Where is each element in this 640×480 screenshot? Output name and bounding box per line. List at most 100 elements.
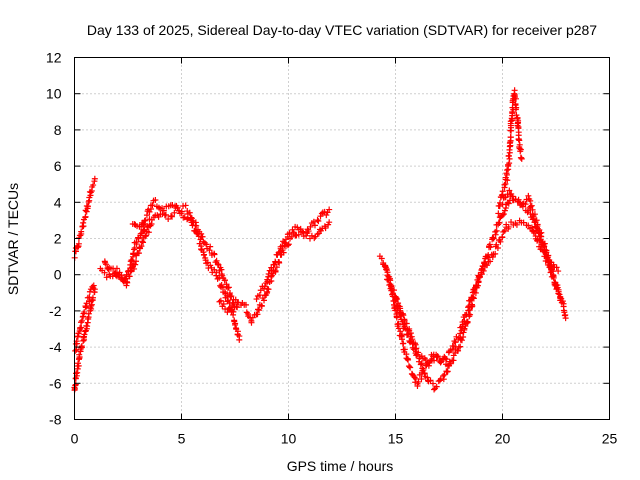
data-point	[90, 282, 97, 289]
data-point	[86, 294, 93, 301]
y-tick-label: 12	[46, 50, 62, 66]
data-point	[499, 211, 506, 218]
data-point	[457, 330, 464, 337]
data-point	[421, 370, 428, 377]
data-point	[505, 200, 512, 207]
data-point	[531, 230, 538, 237]
data-point	[472, 282, 479, 289]
data-point	[418, 375, 425, 382]
data-point	[528, 224, 535, 231]
data-point	[506, 187, 513, 194]
y-tick-label: 0	[54, 267, 62, 283]
data-point	[417, 361, 424, 368]
data-point	[152, 197, 159, 204]
data-point	[207, 243, 214, 250]
data-point	[223, 292, 230, 299]
data-point	[400, 312, 407, 319]
data-point	[490, 235, 497, 242]
data-point	[504, 167, 511, 174]
data-point	[531, 211, 538, 218]
data-point	[404, 356, 411, 363]
data-point	[148, 221, 155, 228]
data-point	[424, 374, 431, 381]
data-point	[276, 248, 283, 255]
data-point	[466, 297, 473, 304]
data-point	[534, 221, 541, 228]
data-point	[216, 274, 223, 281]
data-point	[186, 209, 193, 216]
data-point	[140, 239, 147, 246]
data-point	[525, 222, 532, 229]
data-point	[270, 267, 277, 274]
data-point	[393, 294, 400, 301]
data-point	[555, 288, 562, 295]
y-tick-label: -2	[49, 303, 62, 319]
data-point	[248, 319, 255, 326]
data-point	[225, 297, 232, 304]
data-point	[286, 230, 293, 237]
data-point	[405, 363, 412, 370]
data-point	[504, 177, 511, 184]
data-point	[493, 241, 500, 248]
data-point	[463, 311, 470, 318]
data-point	[494, 244, 501, 251]
data-point	[555, 268, 562, 275]
data-point	[225, 284, 232, 291]
y-tick-label: 4	[54, 194, 62, 210]
data-point	[441, 371, 448, 378]
grid-layer	[74, 57, 610, 420]
data-point	[492, 231, 499, 238]
data-point	[507, 134, 514, 141]
data-point	[433, 383, 440, 390]
data-point	[399, 336, 406, 343]
data-point	[517, 146, 524, 153]
data-point	[444, 368, 451, 375]
data-point	[91, 175, 98, 182]
x-tick-label: 10	[281, 431, 297, 447]
data-point	[513, 221, 520, 228]
data-point	[197, 236, 204, 243]
data-point	[489, 234, 496, 241]
data-point	[230, 300, 237, 307]
data-point	[527, 197, 534, 204]
data-point	[80, 219, 87, 226]
data-point	[412, 375, 419, 382]
data-point	[138, 243, 145, 250]
data-point	[413, 345, 420, 352]
data-point	[310, 218, 317, 225]
data-point	[243, 301, 250, 308]
data-point	[392, 307, 399, 314]
data-point	[265, 286, 272, 293]
data-point	[550, 272, 557, 279]
data-point	[385, 276, 392, 283]
data-point	[279, 243, 286, 250]
data-point	[142, 217, 149, 224]
data-point	[211, 251, 218, 258]
data-point	[530, 228, 537, 235]
data-point	[500, 211, 507, 218]
data-point	[85, 310, 92, 317]
x-tick-label: 0	[71, 431, 79, 447]
data-point	[528, 202, 535, 209]
data-point	[217, 297, 224, 304]
data-point	[78, 317, 85, 324]
data-point	[311, 222, 318, 229]
y-tick-label: 10	[46, 86, 62, 102]
data-point	[303, 232, 310, 239]
data-point	[455, 334, 462, 341]
data-point	[142, 233, 149, 240]
data-point	[77, 319, 84, 326]
data-point	[450, 343, 457, 350]
y-tick-label: 2	[54, 231, 62, 247]
data-point	[102, 261, 109, 268]
data-point	[254, 306, 261, 313]
data-point	[173, 202, 180, 209]
data-point	[431, 386, 438, 393]
data-point	[314, 217, 321, 224]
data-point	[78, 343, 85, 350]
data-point	[499, 188, 506, 195]
data-point	[101, 269, 108, 276]
data-point	[82, 213, 89, 220]
data-point	[480, 267, 487, 274]
